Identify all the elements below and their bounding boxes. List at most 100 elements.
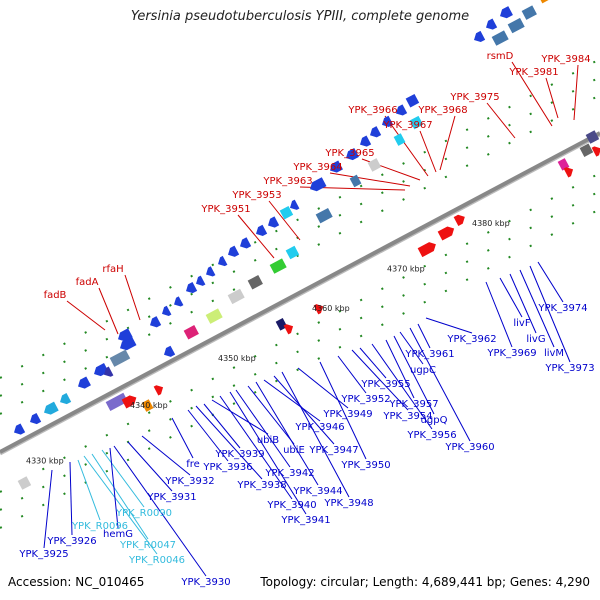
gene-glyph xyxy=(228,245,240,257)
gene-arrow-left xyxy=(396,104,408,116)
gene-label: livF xyxy=(513,318,530,329)
genome-title: Yersinia pseudotuberculosis YPIII, compl… xyxy=(130,9,470,24)
label-connector xyxy=(219,395,293,500)
gene-box xyxy=(141,399,154,412)
gene-glyph xyxy=(310,177,327,192)
label-connector xyxy=(486,102,516,139)
gene-box xyxy=(109,349,131,367)
gene-arrow-left xyxy=(370,126,382,138)
gene-glyph xyxy=(162,305,172,316)
gene-box xyxy=(285,245,300,260)
gene-label: YPK_3967 xyxy=(382,120,432,131)
gene-label: YPK_3936 xyxy=(202,462,252,473)
genome-summary: Topology: circular; Length: 4,689,441 bp… xyxy=(260,575,590,589)
gene-box xyxy=(491,30,509,46)
gene-box xyxy=(205,308,223,324)
gene-label: YPK_3938 xyxy=(236,480,286,491)
gene-glyph xyxy=(121,395,137,409)
gene-glyph xyxy=(393,133,406,146)
gene-arrow-right xyxy=(313,304,324,315)
gene-glyph xyxy=(153,385,164,396)
gene-box xyxy=(349,174,362,188)
gene-glyph xyxy=(164,345,176,357)
gene-glyph xyxy=(313,304,324,315)
gene-glyph xyxy=(396,104,408,116)
track-guide xyxy=(0,94,600,415)
gene-label: YPK_3963 xyxy=(262,176,312,187)
gene-glyph xyxy=(268,216,280,228)
label-connector xyxy=(485,281,513,348)
gene-glyph xyxy=(256,224,268,236)
label-connector xyxy=(384,115,429,177)
gene-box xyxy=(269,258,287,274)
gene-label: fre xyxy=(186,459,200,470)
label-connector xyxy=(519,269,555,348)
gene-glyph xyxy=(279,205,294,220)
gene-box xyxy=(537,0,552,4)
gene-arrow-left xyxy=(256,224,268,236)
gene-label: ugpQ xyxy=(421,415,448,426)
gene-glyph xyxy=(453,214,465,226)
gene-label: YPK_3981 xyxy=(508,67,558,78)
gene-label: ubiE xyxy=(283,445,305,456)
label-connector xyxy=(69,461,73,536)
gene-glyph xyxy=(17,476,32,490)
gene-arrow-left xyxy=(206,266,216,277)
gene-glyph xyxy=(196,275,206,286)
gene-label: hemG xyxy=(103,529,133,540)
label-connector xyxy=(371,343,433,430)
gene-glyph xyxy=(521,5,537,20)
label-connector xyxy=(263,379,321,422)
gene-glyph xyxy=(537,0,552,4)
gene-label: YPK_3948 xyxy=(323,498,373,509)
label-connector xyxy=(499,277,523,318)
gene-arrow-left xyxy=(240,237,252,249)
gene-arrow-left xyxy=(474,30,486,43)
gene-arrow-left xyxy=(150,316,162,328)
gene-label: YPK_3961 xyxy=(404,349,454,360)
gene-label: YPK_3974 xyxy=(537,303,587,314)
track-guide xyxy=(0,58,600,379)
label-connector xyxy=(529,265,571,363)
label-connector xyxy=(98,287,119,335)
kbp-tick-label: 4360 kbp xyxy=(312,304,350,313)
gene-label: YPK_3975 xyxy=(449,92,499,103)
gene-glyph xyxy=(206,266,216,277)
gene-glyph xyxy=(585,130,600,144)
gene-box xyxy=(105,392,129,411)
gene-label: YPK_3930 xyxy=(180,577,230,588)
gene-box xyxy=(507,17,525,34)
gene-arrow-left xyxy=(174,296,184,307)
gene-glyph xyxy=(283,324,294,335)
label-connector xyxy=(124,274,141,321)
gene-glyph xyxy=(285,245,300,260)
label-connector xyxy=(439,115,456,171)
gene-glyph xyxy=(275,318,288,331)
label-connector xyxy=(511,61,553,127)
gene-glyph xyxy=(240,237,252,249)
gene-box xyxy=(227,288,245,305)
gene-label: YPK_3942 xyxy=(264,468,314,479)
gene-glyph xyxy=(405,93,420,108)
gene-glyph xyxy=(290,199,300,210)
gene-glyph xyxy=(330,160,343,173)
gene-box xyxy=(275,318,288,331)
gene-label: YPK_3931 xyxy=(146,492,196,503)
gene-glyph xyxy=(60,392,72,405)
gene-arrow-left xyxy=(290,199,300,210)
gene-label: YPK_3951 xyxy=(200,204,250,215)
gene-arrow-left xyxy=(44,401,59,415)
gene-glyph xyxy=(247,275,263,290)
gene-box xyxy=(247,275,263,290)
gene-glyph xyxy=(346,147,359,161)
gene-arrow-left xyxy=(162,305,172,316)
gene-glyph xyxy=(417,242,436,258)
gene-arrow-left xyxy=(104,366,114,377)
kbp-tick-label: 4380 kbp xyxy=(472,219,510,228)
label-connector xyxy=(247,385,295,445)
gene-box xyxy=(17,476,32,490)
gene-arrow-left xyxy=(218,255,228,267)
gene-glyph xyxy=(118,328,133,342)
label-connector xyxy=(537,261,564,303)
gene-glyph xyxy=(105,392,129,411)
